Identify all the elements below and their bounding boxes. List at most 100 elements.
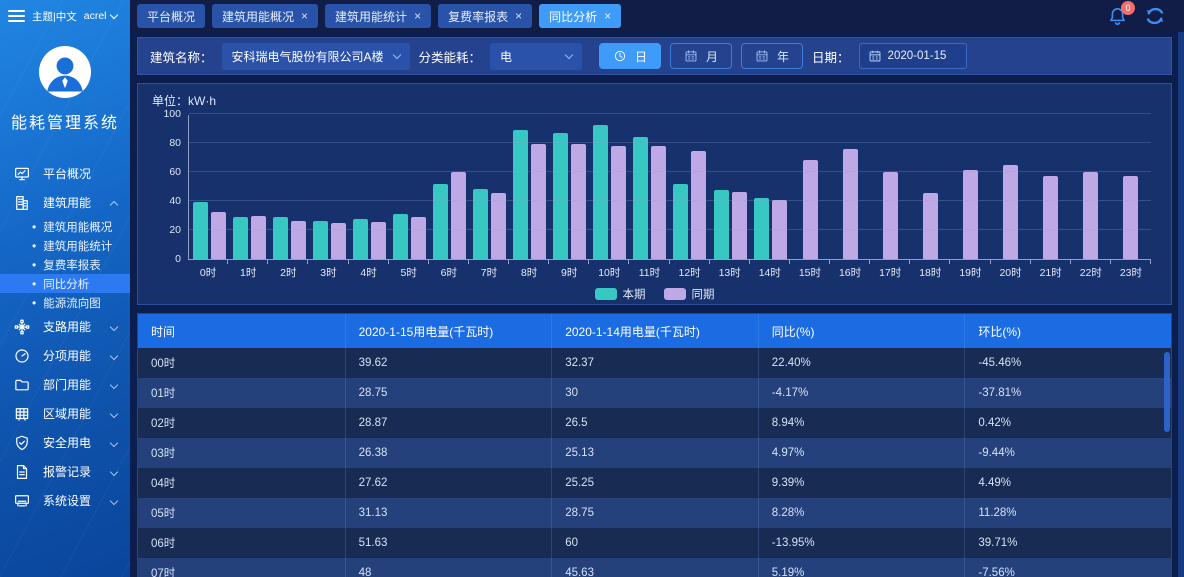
x-axis-label: 20时 — [991, 260, 1031, 280]
bar-group-13时 — [710, 115, 750, 259]
legend-item-本期[interactable]: 本期 — [594, 286, 646, 302]
building-select[interactable]: 安科瑞电气股份有限公司A楼 — [221, 42, 410, 70]
table-scrollbar[interactable] — [1164, 352, 1170, 432]
bar-同期[interactable] — [651, 146, 667, 259]
bar-group-18时 — [910, 115, 950, 259]
bar-同期[interactable] — [290, 220, 306, 259]
bar-本期[interactable] — [673, 183, 689, 259]
sidebar-item-平台概况[interactable]: 平台概况 — [0, 159, 130, 188]
bar-同期[interactable] — [491, 192, 507, 259]
bar-本期[interactable] — [272, 217, 288, 259]
tab-同比分析[interactable]: 同比分析 × — [539, 4, 622, 28]
tab-复费率报表[interactable]: 复费率报表 × — [438, 4, 533, 28]
legend-item-同期[interactable]: 同期 — [663, 286, 715, 302]
bar-同期[interactable] — [771, 199, 787, 259]
period-button-日[interactable]: 日 — [599, 43, 662, 69]
bar-group-6时 — [429, 115, 469, 259]
bar-同期[interactable] — [691, 150, 707, 259]
bar-group-7时 — [470, 115, 510, 259]
bar-同期[interactable] — [451, 172, 466, 259]
bar-同期[interactable] — [1083, 171, 1099, 259]
close-icon[interactable]: × — [301, 9, 309, 23]
bar-同期[interactable] — [842, 149, 858, 259]
bar-同期[interactable] — [410, 217, 426, 259]
table-cell: 27.62 — [344, 468, 552, 498]
bar-同期[interactable] — [1003, 165, 1019, 259]
bar-同期[interactable] — [531, 144, 547, 259]
bar-本期[interactable] — [352, 218, 368, 259]
bar-同期[interactable] — [571, 144, 587, 259]
comparison-chart-panel: 单位：kW·h 0 20 40 60 80 100 0时 1时 2时 3时 4时 5时 6时 7时 8时 9… — [137, 83, 1172, 305]
shield-icon — [13, 434, 31, 452]
sidebar-item-支路用能[interactable]: 支路用能 — [0, 312, 130, 341]
bar-本期[interactable] — [433, 184, 448, 259]
bar-group-4时 — [349, 115, 389, 259]
bar-本期[interactable] — [392, 213, 408, 259]
sidebar-item-部门用能[interactable]: 部门用能 — [0, 370, 130, 399]
settings-icon — [15, 494, 29, 506]
topbar-icons: 0 — [1107, 0, 1184, 27]
close-icon[interactable]: × — [515, 9, 523, 23]
period-button-年[interactable]: 年 — [741, 43, 804, 69]
bar-同期[interactable] — [731, 192, 747, 259]
bar-同期[interactable] — [330, 222, 346, 259]
close-icon[interactable]: × — [604, 9, 612, 23]
sidebar-subitem-建筑用能统计[interactable]: • 建筑用能统计 — [0, 236, 130, 255]
close-icon[interactable]: × — [414, 9, 422, 23]
sidebar-item-报警记录[interactable]: 报警记录 — [0, 457, 130, 486]
bar-同期[interactable] — [210, 212, 226, 259]
sidebar-item-建筑用能[interactable]: 建筑用能 — [0, 188, 130, 217]
bar-本期[interactable] — [473, 189, 489, 259]
date-picker[interactable]: 2020-01-15 — [858, 43, 967, 69]
menu-toggle-icon[interactable] — [8, 7, 25, 25]
sidebar-item-系统设置[interactable]: 系统设置 — [0, 486, 130, 515]
sidebar-subitem-同比分析[interactable]: • 同比分析 — [0, 274, 130, 293]
table-cell: 03时 — [151, 448, 176, 460]
notification-bell-icon[interactable]: 0 — [1107, 0, 1135, 27]
energy-type-select[interactable]: 电 — [490, 42, 583, 70]
legend-label: 本期 — [622, 289, 646, 301]
theme-language-toggle[interactable]: 主题|中文 — [32, 10, 77, 23]
bar-本期[interactable] — [713, 189, 729, 259]
bar-本期[interactable] — [593, 125, 609, 259]
x-axis-label: 22时 — [1071, 260, 1112, 280]
tab-建筑用能概况[interactable]: 建筑用能概况 × — [212, 4, 319, 28]
legend-swatch — [663, 288, 686, 300]
sidebar-subitem-复费率报表[interactable]: • 复费率报表 — [0, 255, 130, 274]
bar-chart: 0 20 40 60 80 100 — [163, 108, 1151, 265]
sidebar-subitem-能源流向图[interactable]: • 能源流向图 — [0, 293, 130, 312]
table-cell: 04时 — [151, 478, 176, 490]
sidebar-item-分项用能[interactable]: 分项用能 — [0, 341, 130, 370]
bar-同期[interactable] — [370, 222, 386, 259]
bar-同期[interactable] — [922, 192, 938, 259]
bar-本期[interactable] — [192, 201, 208, 259]
y-axis-tick: 20 — [169, 224, 181, 236]
bar-同期[interactable] — [1043, 175, 1059, 259]
user-menu[interactable]: acrel — [84, 10, 118, 22]
bar-同期[interactable] — [963, 170, 979, 259]
bar-本期[interactable] — [553, 133, 569, 259]
sidebar-item-label: 支路用能 — [43, 320, 92, 334]
chevron-down-icon — [109, 496, 119, 505]
bar-同期[interactable] — [882, 171, 898, 259]
bar-本期[interactable] — [633, 136, 649, 259]
table-cell: 45.63 — [551, 558, 758, 577]
sidebar-subitem-建筑用能概况[interactable]: • 建筑用能概况 — [0, 217, 130, 236]
bar-本期[interactable] — [513, 130, 529, 259]
column-header: 同比(%) — [757, 314, 965, 348]
refresh-icon[interactable] — [1144, 5, 1166, 27]
bar-本期[interactable] — [232, 217, 248, 259]
tab-平台概况[interactable]: 平台概况 — [137, 4, 206, 28]
bar-同期[interactable] — [250, 215, 266, 259]
sidebar-item-区域用能[interactable]: 区域用能 — [0, 399, 130, 428]
table-row: 03时 26.38 25.13 4.97% -9.44% — [138, 438, 1171, 468]
tab-建筑用能统计[interactable]: 建筑用能统计 × — [325, 4, 432, 28]
bar-同期[interactable] — [611, 146, 627, 259]
bar-同期[interactable] — [802, 160, 818, 259]
period-button-月[interactable]: 月 — [670, 43, 733, 69]
x-axis-label: 18时 — [910, 260, 951, 280]
bar-同期[interactable] — [1123, 175, 1139, 259]
bar-本期[interactable] — [312, 220, 328, 259]
bar-本期[interactable] — [753, 198, 769, 259]
sidebar-item-安全用电[interactable]: 安全用电 — [0, 428, 130, 457]
